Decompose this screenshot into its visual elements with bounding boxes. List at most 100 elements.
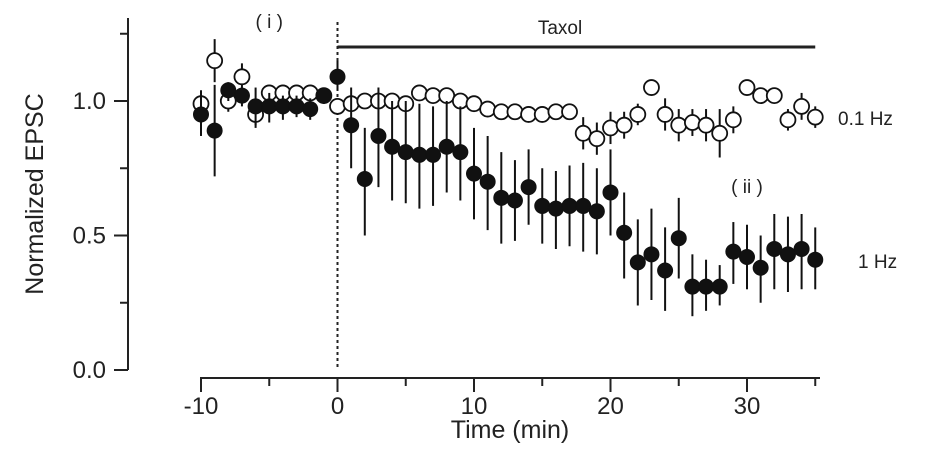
data-point-filled <box>547 200 564 217</box>
x-tick-label: 0 <box>331 393 344 420</box>
data-point-filled <box>247 98 264 115</box>
data-point-filled <box>602 184 619 201</box>
data-point-filled <box>793 240 810 257</box>
data-point-open <box>574 124 592 142</box>
data-point-open <box>533 106 551 123</box>
data-point-open <box>438 87 456 105</box>
data-point-open <box>520 106 537 123</box>
data-point-open <box>793 97 810 115</box>
data-point-filled <box>670 230 687 247</box>
data-point-filled <box>452 144 469 161</box>
data-point-filled <box>588 203 605 220</box>
y-axis-title: Normalized EPSC <box>21 93 49 294</box>
data-point-filled <box>534 197 551 214</box>
data-point-filled <box>438 138 455 155</box>
data-point-filled <box>411 146 428 163</box>
axes <box>127 18 820 379</box>
data-point-filled <box>220 82 237 99</box>
data-point-open <box>410 84 428 102</box>
x-tick-label: 30 <box>734 393 761 420</box>
data-point-filled <box>561 197 578 214</box>
data-point-filled <box>193 106 209 123</box>
data-point-filled <box>684 278 701 295</box>
data-point-filled <box>479 173 496 190</box>
data-point-filled <box>233 87 250 104</box>
data-point-filled <box>356 171 373 188</box>
data-point-filled <box>274 98 291 115</box>
data-point-open <box>588 130 606 148</box>
data-point-filled <box>506 192 523 209</box>
data-point-filled <box>520 179 537 196</box>
data-point-open <box>779 111 797 129</box>
data-point-filled <box>397 144 414 161</box>
data-point-open <box>643 79 660 96</box>
data-point-filled <box>779 246 796 263</box>
data-point-filled <box>425 146 442 163</box>
data-point-filled <box>466 165 482 182</box>
data-point-open <box>602 119 619 137</box>
data-point-open <box>561 103 578 121</box>
data-point-filled <box>329 68 346 85</box>
data-point-filled <box>616 224 633 241</box>
annotations: Taxol ( i ) ( ii ) 0.1 Hz 1 Hz <box>256 12 897 370</box>
data-point-filled <box>698 278 715 295</box>
data-point-open <box>479 100 497 118</box>
x-tick-label: 20 <box>597 393 624 420</box>
data-point-filled <box>725 243 742 260</box>
data-point-filled <box>370 127 387 144</box>
data-point-open <box>765 87 783 105</box>
series-0-1hz <box>192 39 824 158</box>
treatment-label: Taxol <box>538 18 582 39</box>
data-point-open <box>738 79 756 96</box>
data-point-filled <box>711 278 728 295</box>
data-point-filled <box>302 101 319 118</box>
x-tick-label: -10 <box>184 393 219 420</box>
data-point-filled <box>261 98 278 115</box>
data-point-filled <box>575 197 592 214</box>
data-point-filled <box>206 122 223 139</box>
y-ticks: 0.0 0.5 1.0 <box>73 32 128 384</box>
data-point-open <box>670 116 688 134</box>
data-point-open <box>206 52 224 70</box>
series-1hz <box>193 60 824 317</box>
data-point-filled <box>807 251 824 268</box>
series-label-1hz: 1 Hz <box>858 252 897 273</box>
data-point-open <box>492 103 510 121</box>
data-point-filled <box>315 87 332 104</box>
series-label-0-1hz: 0.1 Hz <box>838 109 893 130</box>
data-point-open <box>684 114 701 131</box>
data-point-filled <box>739 249 755 266</box>
data-point-filled <box>629 254 646 271</box>
data-point-open <box>465 95 483 113</box>
data-point-open <box>356 92 374 110</box>
data-point-filled <box>766 240 783 257</box>
data-point-filled <box>343 117 360 134</box>
data-point-open <box>233 68 251 86</box>
data-point-open <box>629 106 647 123</box>
data-point-filled <box>493 189 510 206</box>
timepoint-i-label: ( i ) <box>256 12 283 33</box>
y-tick-label: 0.0 <box>73 357 106 384</box>
data-point-open <box>697 116 715 134</box>
data-point-open <box>711 124 729 142</box>
y-tick-label: 0.5 <box>73 223 106 250</box>
data-point-open <box>656 106 674 123</box>
data-point-open <box>724 111 742 129</box>
x-axis-title: Time (min) <box>451 416 570 444</box>
y-tick-label: 1.0 <box>73 88 106 115</box>
data-point-open <box>329 97 346 115</box>
data-point-filled <box>752 259 769 276</box>
data-point-open <box>615 116 633 134</box>
x-tick-label: 10 <box>461 393 488 420</box>
data-point-open <box>806 108 824 126</box>
data-point-filled <box>657 262 674 279</box>
data-point-filled <box>643 246 660 263</box>
data-point-open <box>301 84 319 102</box>
data-point-filled <box>384 138 401 155</box>
timepoint-ii-label: ( ii ) <box>731 177 763 198</box>
data-point-filled <box>288 98 305 115</box>
data-point-open <box>451 92 469 110</box>
data-point-open <box>506 103 524 121</box>
x-ticks: -10 0 10 20 30 <box>184 378 817 420</box>
